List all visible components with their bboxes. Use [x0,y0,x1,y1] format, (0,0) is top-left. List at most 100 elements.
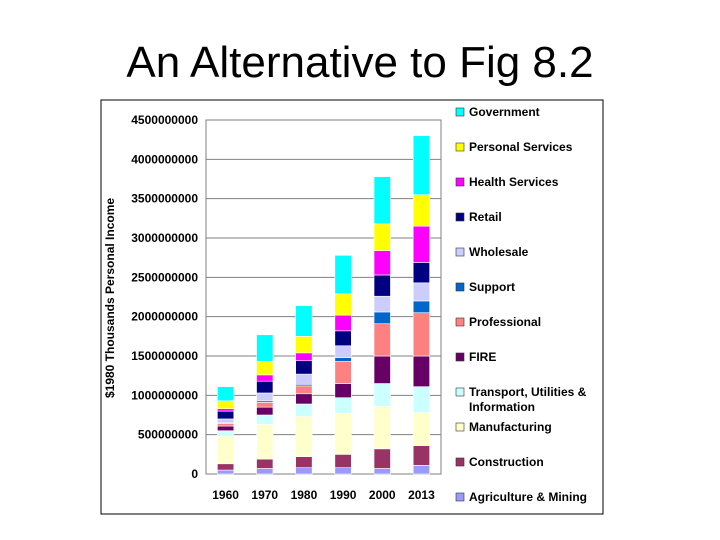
legend-swatch [455,177,465,187]
legend-label: Professional [469,315,541,329]
bar-1970-0 [256,468,274,475]
legend-swatch [455,352,465,362]
legend-label: Health Services [469,175,559,189]
bar-1970-4 [256,406,274,416]
bar-1990-9 [334,314,352,332]
bar-1970-7 [256,392,274,402]
bar-1990-1 [334,454,352,469]
legend-swatch [455,282,465,292]
bar-1990-7 [334,345,352,358]
bar-1970-9 [256,374,274,382]
bar-2013-4 [412,355,430,387]
x-tick-label: 1980 [291,488,318,502]
legend-label: Support [469,280,515,294]
bar-1970-1 [256,458,274,469]
legend: Government Personal Services Health Servic… [455,105,587,504]
bar-1990-11 [334,255,352,295]
bar-1980-7 [295,373,313,385]
bar-2000-8 [373,274,391,297]
x-axis-ticks: 1960 1970 1980 1990 2000 2013 [212,488,435,502]
legend-swatch [455,422,465,432]
x-tick-label: 1960 [212,488,239,502]
y-tick-label: 500000000 [138,428,198,442]
x-tick-label: 2013 [408,488,435,502]
bar-1980-10 [295,336,313,354]
y-tick-label: 3000000000 [131,231,198,245]
bar-1980-8 [295,360,313,375]
y-tick-label: 1500000000 [131,349,198,363]
y-tick-label: 2000000000 [131,310,198,324]
legend-label: FIRE [469,350,496,364]
bar-2000-6 [373,311,391,325]
bar-2000-2 [373,406,391,450]
bar-1970-10 [256,361,274,376]
legend-label: Construction [469,455,544,469]
y-tick-label: 1000000000 [131,388,198,402]
bar-2000-7 [373,295,391,313]
bar-1960-0 [217,469,235,475]
bar-1980-0 [295,467,313,475]
bar-1990-5 [334,361,352,384]
bar-2000-11 [373,176,391,225]
legend-label: Manufacturing [469,420,552,434]
legend-swatch [455,387,465,397]
legend-swatch [455,457,465,467]
bar-2000-4 [373,355,391,384]
bar-1980-2 [295,416,313,457]
bar-1980-3 [295,403,313,417]
bar-1990-4 [334,383,352,398]
bar-2000-9 [373,250,391,276]
bar-1990-10 [334,293,352,316]
bar-1970-8 [256,380,274,394]
bar-1960-8 [217,410,235,420]
x-tick-label: 2000 [369,488,396,502]
bar-1960-11 [217,386,235,402]
y-tick-label: 4000000000 [131,152,198,166]
bars [217,135,430,475]
bar-2000-10 [373,223,391,251]
bar-2013-8 [412,262,430,284]
bar-2000-3 [373,383,391,407]
legend-swatch [455,247,465,257]
y-tick-label: 4500000000 [131,113,198,127]
bar-2013-6 [412,300,430,314]
bar-1960-10 [217,400,235,410]
x-tick-label: 1970 [251,488,278,502]
bar-1960-9 [217,408,235,412]
bar-1990-2 [334,413,352,455]
bar-2013-11 [412,135,430,196]
bar-2013-0 [412,465,430,475]
bar-1990-8 [334,330,352,347]
bar-2013-1 [412,445,430,466]
bar-1960-7 [217,418,235,424]
legend-swatch [455,142,465,152]
bar-1980-5 [295,385,313,395]
bar-2013-2 [412,412,430,446]
y-tick-label: 2500000000 [131,270,198,284]
bar-2000-1 [373,448,391,469]
legend-label: Personal Services [469,140,573,154]
bar-1990-0 [334,467,352,475]
legend-swatch [455,212,465,222]
bar-1980-1 [295,456,313,469]
bar-1960-5 [217,423,235,427]
bar-1960-4 [217,425,235,432]
plot-area [205,119,442,475]
bar-1960-1 [217,463,235,471]
bar-2013-5 [412,312,430,357]
legend-label: Retail [469,210,502,224]
bar-1960-2 [217,435,235,465]
bar-1970-3 [256,414,274,425]
y-tick-label: 3500000000 [131,192,198,206]
bar-1970-5 [256,402,274,408]
y-axis-label: $1980 Thousands Personal Income [103,198,117,398]
legend-swatch [455,107,465,117]
x-tick-label: 1990 [330,488,357,502]
bar-2000-5 [373,323,391,357]
bar-1970-2 [256,424,274,460]
legend-swatch [455,317,465,327]
bar-1990-6 [334,357,352,362]
legend-label: Agriculture & Mining [469,490,587,504]
bar-2013-9 [412,225,430,263]
